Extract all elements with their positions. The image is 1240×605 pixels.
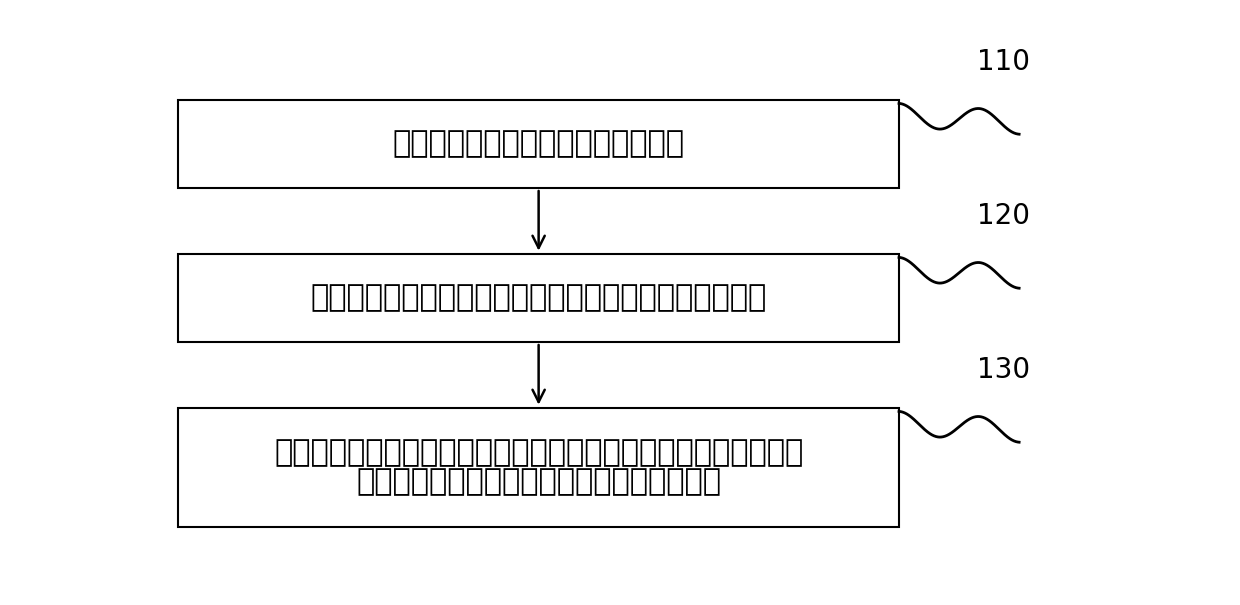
Text: 110: 110 bbox=[977, 48, 1030, 76]
Text: 对风电场输出功率预测误差进行估计: 对风电场输出功率预测误差进行估计 bbox=[393, 129, 684, 159]
Text: 120: 120 bbox=[977, 203, 1030, 231]
Text: 电联产系统中的热电联产机组的出功进行调整: 电联产系统中的热电联产机组的出功进行调整 bbox=[356, 467, 722, 496]
Bar bbox=[179, 100, 899, 188]
Bar bbox=[179, 253, 899, 342]
Bar bbox=[179, 408, 899, 527]
Text: 根据所述预测误差利用蒙特卡洛模拟进行风电场场景生成: 根据所述预测误差利用蒙特卡洛模拟进行风电场场景生成 bbox=[310, 283, 766, 312]
Text: 130: 130 bbox=[977, 356, 1030, 384]
Text: 根据所述风电场场景生成对应的风电功率，对热网蓄热的风电与热: 根据所述风电场场景生成对应的风电功率，对热网蓄热的风电与热 bbox=[274, 438, 804, 467]
